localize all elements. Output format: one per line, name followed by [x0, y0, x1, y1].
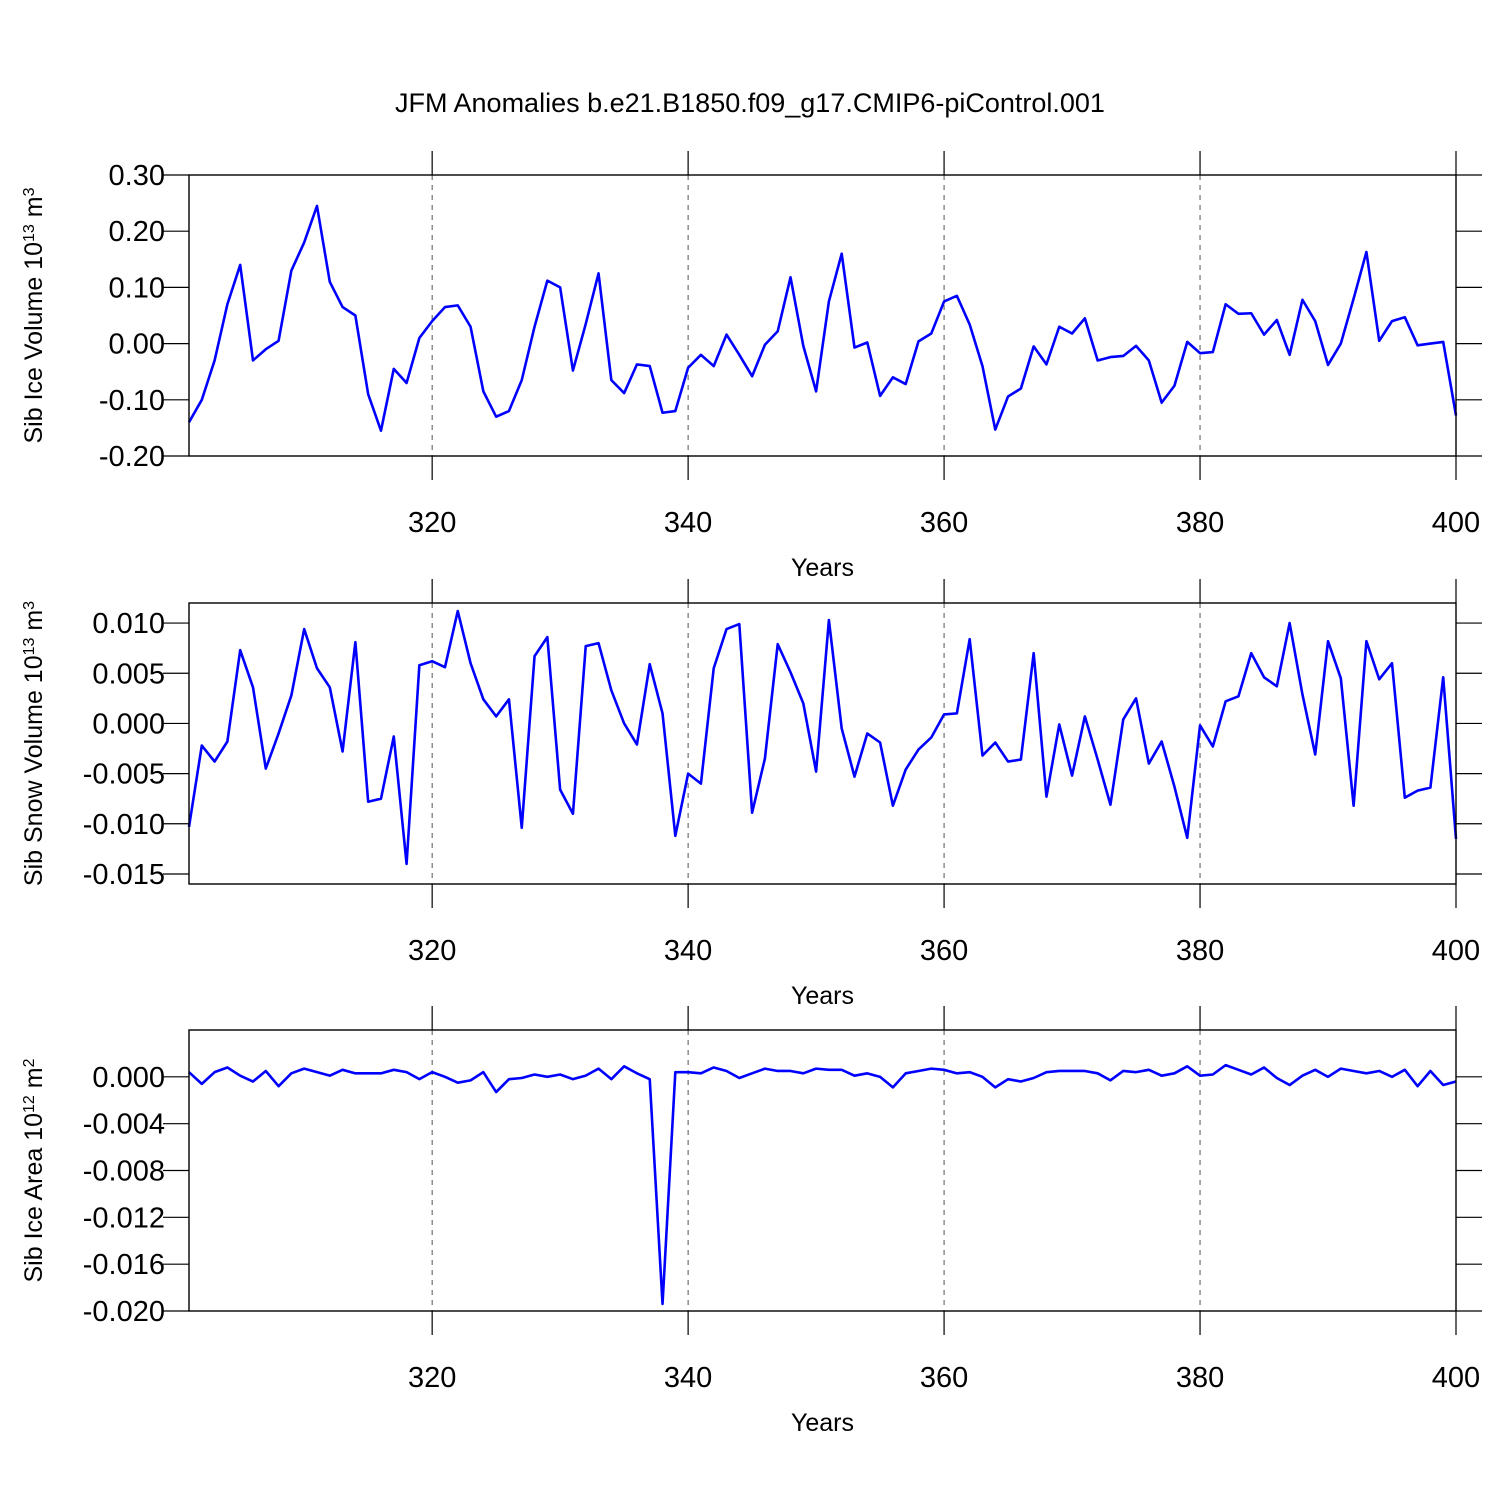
y-axis-label: Sib Ice Area 1012 m2 — [20, 1058, 48, 1282]
x-tick-label: 380 — [1176, 935, 1224, 967]
y-axis-label-part: Sib Ice Area 10 — [20, 1113, 48, 1283]
y-tick-label: -0.016 — [83, 1249, 165, 1281]
x-tick-label: 320 — [408, 1362, 456, 1394]
y-tick-label: 0.005 — [92, 658, 165, 690]
y-tick-label: -0.005 — [83, 759, 165, 791]
y-tick-label: -0.008 — [83, 1156, 165, 1188]
y-tick-label: 0.20 — [109, 216, 165, 248]
x-tick-label: 400 — [1432, 507, 1480, 539]
y-tick-label: 0.30 — [109, 160, 165, 192]
y-axis-label: Sib Snow Volume 1013 m3 — [20, 601, 48, 886]
data-line — [187, 609, 1458, 866]
x-tick-label: 400 — [1432, 1362, 1480, 1394]
y-tick-label: 0.010 — [92, 608, 165, 640]
y-axis-label-part: m — [20, 610, 48, 638]
x-tick-label: 320 — [408, 935, 456, 967]
x-tick-label: 380 — [1176, 1362, 1224, 1394]
chart-title: JFM Anomalies b.e21.B1850.f09_g17.CMIP6-… — [395, 88, 1105, 118]
x-axis-label: Years — [791, 982, 854, 1010]
y-tick-label: 0.000 — [92, 1062, 165, 1094]
x-tick-label: 380 — [1176, 507, 1224, 539]
data-line — [187, 204, 1458, 433]
y-tick-label: -0.004 — [83, 1109, 165, 1141]
x-tick-label: 360 — [920, 1362, 968, 1394]
plot-frame — [188, 602, 1457, 885]
x-tick-label: 400 — [1432, 935, 1480, 967]
plot-frame — [188, 1029, 1457, 1312]
y-axis-label-part: 13 — [21, 637, 38, 655]
x-tick-label: 340 — [664, 507, 712, 539]
y-tick-label: -0.012 — [83, 1202, 165, 1234]
data-line — [188, 1063, 1457, 1306]
y-tick-label: 0.000 — [92, 708, 165, 740]
y-tick-label: 0.00 — [109, 329, 165, 361]
y-axis-label-part: 3 — [21, 187, 38, 196]
x-tick-label: 360 — [920, 935, 968, 967]
y-axis-label-part: 13 — [21, 224, 38, 242]
y-axis-label-part: Sib Ice Volume 10 — [20, 242, 48, 444]
x-tick-label: 340 — [664, 935, 712, 967]
y-axis-label-part: 12 — [21, 1095, 38, 1113]
x-axis-label: Years — [791, 1409, 854, 1437]
y-tick-label: -0.20 — [99, 441, 165, 473]
x-tick-label: 320 — [408, 507, 456, 539]
y-axis-label-part: Sib Snow Volume 10 — [20, 655, 48, 886]
y-tick-label: -0.020 — [83, 1296, 165, 1328]
y-tick-label: 0.10 — [109, 272, 165, 304]
y-axis-label-part: 2 — [21, 1058, 38, 1067]
y-tick-label: -0.10 — [99, 385, 165, 417]
y-axis-label: Sib Ice Volume 1013 m3 — [20, 187, 48, 443]
y-axis-label-part: m — [20, 196, 48, 224]
y-tick-label: -0.010 — [83, 809, 165, 841]
x-tick-label: 360 — [920, 507, 968, 539]
y-axis-label-part: m — [20, 1067, 48, 1095]
x-axis-label: Years — [791, 554, 854, 582]
y-tick-label: -0.015 — [83, 859, 165, 891]
y-axis-label-part: 3 — [21, 601, 38, 610]
plot-frame — [188, 174, 1457, 457]
x-tick-label: 340 — [664, 1362, 712, 1394]
